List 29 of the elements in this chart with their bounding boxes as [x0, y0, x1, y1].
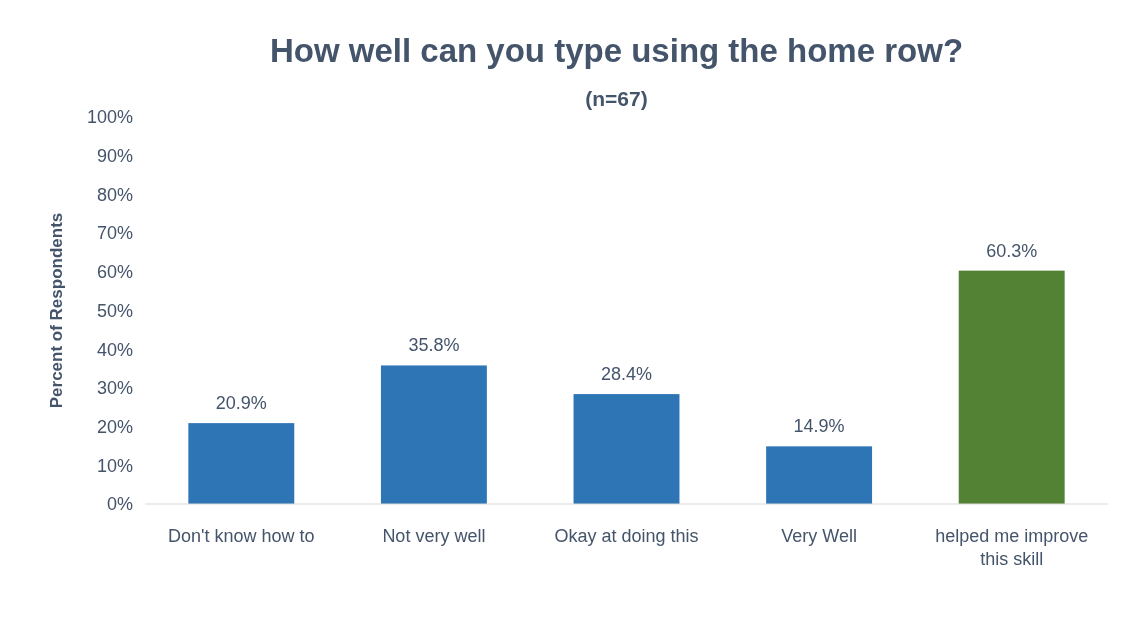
chart-title: How well can you type using the home row?	[269, 32, 964, 69]
chart-subtitle: (n=67)	[585, 87, 648, 110]
bar	[573, 394, 680, 504]
y-tick-label: 10%	[96, 455, 133, 476]
y-tick-label: 0%	[106, 494, 133, 515]
x-tick-label: Very Well	[781, 526, 857, 546]
data-label: 20.9%	[215, 393, 267, 414]
bar	[380, 365, 487, 504]
bar	[188, 423, 295, 504]
y-tick-label: 80%	[96, 184, 133, 205]
y-tick-label: 60%	[96, 262, 133, 283]
x-tick-label: Okay at doing this	[554, 526, 699, 546]
bar	[958, 270, 1065, 504]
x-tick-label: Don't know how to	[168, 526, 315, 546]
bar	[766, 446, 873, 504]
y-tick-label: 50%	[96, 300, 133, 321]
data-label: 60.3%	[986, 240, 1038, 261]
y-tick-label: 100%	[86, 107, 133, 128]
data-label: 14.9%	[793, 416, 845, 437]
x-tick-label: Not very well	[382, 526, 486, 546]
y-tick-label: 20%	[96, 416, 133, 437]
y-tick-label: 30%	[96, 378, 133, 399]
y-axis-title: Percent of Respondents	[47, 212, 66, 409]
data-label: 35.8%	[408, 335, 460, 356]
y-tick-label: 40%	[96, 339, 133, 360]
x-tick-label: helped me improve this skill	[935, 526, 1089, 569]
data-label: 28.4%	[600, 364, 653, 385]
y-tick-label: 70%	[96, 223, 133, 244]
y-tick-label: 90%	[96, 146, 133, 166]
